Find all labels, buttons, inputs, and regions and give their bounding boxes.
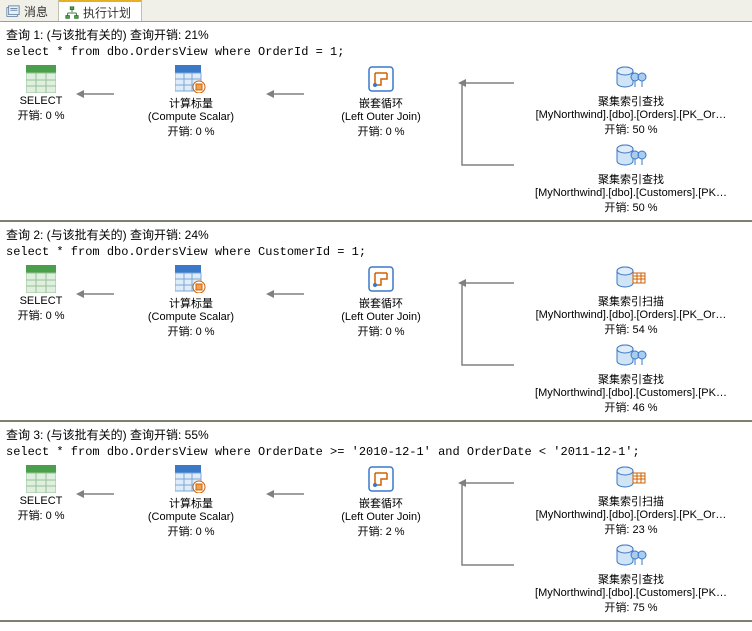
op-compute-scalar[interactable]: 计算标量 (Compute Scalar) 开销: 0 % bbox=[116, 265, 266, 339]
op-sub: [MyNorthwind].[dbo].[Customers].[PK… bbox=[516, 187, 746, 199]
op-compute-scalar[interactable]: 计算标量 (Compute Scalar) 开销: 0 % bbox=[116, 65, 266, 139]
query-header: 查询 3: (与该批有关的) 查询开销: 55% bbox=[6, 426, 746, 443]
plan-row: SELECT 开销: 0 % 计算标量 (Compute Scalar) 开销:… bbox=[6, 265, 746, 418]
op-cost: 开销: 50 % bbox=[516, 121, 746, 137]
query-header: 查询 2: (与该批有关的) 查询开销: 24% bbox=[6, 226, 746, 243]
arrow-icon bbox=[266, 481, 306, 507]
query-sql: select * from dbo.OrdersView where Order… bbox=[6, 45, 746, 59]
op-sub: [MyNorthwind].[dbo].[Customers].[PK… bbox=[516, 587, 746, 599]
arrow-icon bbox=[266, 281, 306, 307]
op-title: SELECT bbox=[6, 495, 76, 507]
op-sub: (Left Outer Join) bbox=[306, 311, 456, 323]
op-title: SELECT bbox=[6, 95, 76, 107]
branch-arrow-icon bbox=[456, 65, 516, 218]
op-cost: 开销: 0 % bbox=[306, 323, 456, 339]
op-cost: 开销: 0 % bbox=[6, 307, 76, 323]
op-compute-scalar[interactable]: 计算标量 (Compute Scalar) 开销: 0 % bbox=[116, 465, 266, 539]
op-title: 聚集索引查找 bbox=[516, 371, 746, 387]
op-cost: 开销: 54 % bbox=[516, 321, 746, 337]
op-title: 嵌套循环 bbox=[306, 295, 456, 311]
tab-messages-label: 消息 bbox=[24, 3, 48, 20]
op-sub: [MyNorthwind].[dbo].[Orders].[PK_Or… bbox=[516, 509, 746, 521]
query-plan-1: 查询 1: (与该批有关的) 查询开销: 21% select * from d… bbox=[0, 22, 752, 222]
branch-column: 聚集索引扫描 [MyNorthwind].[dbo].[Orders].[PK_… bbox=[516, 265, 746, 415]
tab-messages[interactable]: 消息 bbox=[0, 0, 59, 21]
op-select[interactable]: SELECT 开销: 0 % bbox=[6, 265, 76, 323]
op-sub: [MyNorthwind].[dbo].[Orders].[PK_Or… bbox=[516, 109, 746, 121]
op-title: SELECT bbox=[6, 295, 76, 307]
op-sub: [MyNorthwind].[dbo].[Customers].[PK… bbox=[516, 387, 746, 399]
messages-icon bbox=[6, 5, 20, 19]
query-sql: select * from dbo.OrdersView where Custo… bbox=[6, 245, 746, 259]
op-sub: (Compute Scalar) bbox=[116, 511, 266, 523]
plan-row: SELECT 开销: 0 % 计算标量 (Compute Scalar) 开销:… bbox=[6, 65, 746, 218]
plan-row: SELECT 开销: 0 % 计算标量 (Compute Scalar) 开销:… bbox=[6, 465, 746, 618]
op-cost: 开销: 0 % bbox=[116, 323, 266, 339]
plan-container: 查询 1: (与该批有关的) 查询开销: 21% select * from d… bbox=[0, 22, 752, 622]
op-nested-loop[interactable]: 嵌套循环 (Left Outer Join) 开销: 0 % bbox=[306, 265, 456, 339]
op-cost: 开销: 0 % bbox=[116, 523, 266, 539]
op-cost: 开销: 2 % bbox=[306, 523, 456, 539]
op-title: 聚集索引查找 bbox=[516, 93, 746, 109]
branch-column: 聚集索引扫描 [MyNorthwind].[dbo].[Orders].[PK_… bbox=[516, 465, 746, 615]
query-sql: select * from dbo.OrdersView where Order… bbox=[6, 445, 746, 459]
query-plan-3: 查询 3: (与该批有关的) 查询开销: 55% select * from d… bbox=[0, 422, 752, 622]
op-index-bottom[interactable]: 聚集索引查找 [MyNorthwind].[dbo].[Customers].[… bbox=[516, 143, 746, 215]
op-sub: [MyNorthwind].[dbo].[Orders].[PK_Or… bbox=[516, 309, 746, 321]
op-title: 嵌套循环 bbox=[306, 95, 456, 111]
arrow-icon bbox=[76, 481, 116, 507]
op-title: 聚集索引扫描 bbox=[516, 493, 746, 509]
op-title: 计算标量 bbox=[116, 95, 266, 111]
op-title: 计算标量 bbox=[116, 495, 266, 511]
op-sub: (Left Outer Join) bbox=[306, 511, 456, 523]
branch-arrow-icon bbox=[456, 265, 516, 418]
op-sub: (Compute Scalar) bbox=[116, 111, 266, 123]
branch-column: 聚集索引查找 [MyNorthwind].[dbo].[Orders].[PK_… bbox=[516, 65, 746, 215]
op-select[interactable]: SELECT 开销: 0 % bbox=[6, 465, 76, 523]
arrow-icon bbox=[76, 81, 116, 107]
op-title: 聚集索引查找 bbox=[516, 171, 746, 187]
op-index-bottom[interactable]: 聚集索引查找 [MyNorthwind].[dbo].[Customers].[… bbox=[516, 543, 746, 615]
tab-plan-label: 执行计划 bbox=[83, 4, 131, 21]
tab-execution-plan[interactable]: 执行计划 bbox=[59, 0, 142, 21]
op-cost: 开销: 75 % bbox=[516, 599, 746, 615]
op-title: 嵌套循环 bbox=[306, 495, 456, 511]
op-cost: 开销: 0 % bbox=[6, 107, 76, 123]
op-cost: 开销: 50 % bbox=[516, 199, 746, 215]
op-select[interactable]: SELECT 开销: 0 % bbox=[6, 65, 76, 123]
op-title: 聚集索引查找 bbox=[516, 571, 746, 587]
op-cost: 开销: 23 % bbox=[516, 521, 746, 537]
query-plan-2: 查询 2: (与该批有关的) 查询开销: 24% select * from d… bbox=[0, 222, 752, 422]
op-nested-loop[interactable]: 嵌套循环 (Left Outer Join) 开销: 0 % bbox=[306, 65, 456, 139]
op-index-top[interactable]: 聚集索引查找 [MyNorthwind].[dbo].[Orders].[PK_… bbox=[516, 65, 746, 137]
op-nested-loop[interactable]: 嵌套循环 (Left Outer Join) 开销: 2 % bbox=[306, 465, 456, 539]
arrow-icon bbox=[76, 281, 116, 307]
op-cost: 开销: 0 % bbox=[116, 123, 266, 139]
branch-arrow-icon bbox=[456, 465, 516, 618]
op-title: 聚集索引扫描 bbox=[516, 293, 746, 309]
op-index-top[interactable]: 聚集索引扫描 [MyNorthwind].[dbo].[Orders].[PK_… bbox=[516, 265, 746, 337]
query-header: 查询 1: (与该批有关的) 查询开销: 21% bbox=[6, 26, 746, 43]
plan-icon bbox=[65, 6, 79, 20]
arrow-icon bbox=[266, 81, 306, 107]
tab-bar: 消息 执行计划 bbox=[0, 0, 752, 22]
op-index-top[interactable]: 聚集索引扫描 [MyNorthwind].[dbo].[Orders].[PK_… bbox=[516, 465, 746, 537]
op-cost: 开销: 0 % bbox=[6, 507, 76, 523]
op-sub: (Compute Scalar) bbox=[116, 311, 266, 323]
op-index-bottom[interactable]: 聚集索引查找 [MyNorthwind].[dbo].[Customers].[… bbox=[516, 343, 746, 415]
op-cost: 开销: 46 % bbox=[516, 399, 746, 415]
op-cost: 开销: 0 % bbox=[306, 123, 456, 139]
op-sub: (Left Outer Join) bbox=[306, 111, 456, 123]
op-title: 计算标量 bbox=[116, 295, 266, 311]
